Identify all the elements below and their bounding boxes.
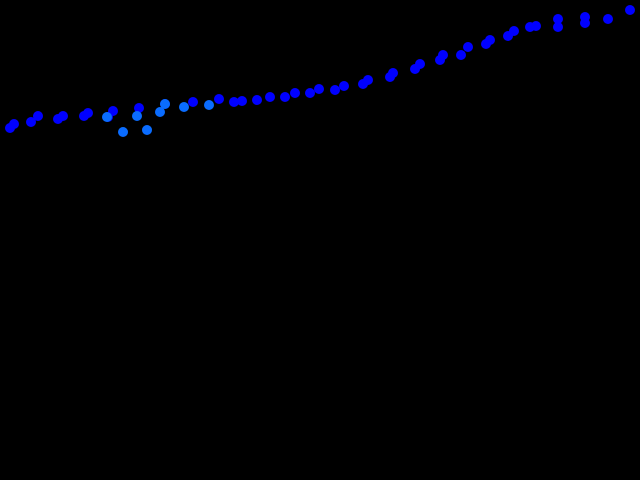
main-trail-dot — [388, 68, 398, 78]
main-trail-dot — [456, 50, 466, 60]
main-trail-dot — [330, 85, 340, 95]
main-trail-dot — [625, 5, 635, 15]
main-trail-dot — [463, 42, 473, 52]
main-trail-dot — [290, 88, 300, 98]
main-trail-dot — [509, 26, 519, 36]
main-trail-dot — [252, 95, 262, 105]
main-trail-dot — [33, 111, 43, 121]
main-trail-dot — [438, 50, 448, 60]
main-trail-dot — [26, 117, 36, 127]
main-trail-dot — [9, 119, 19, 129]
accent-cluster-dot — [179, 102, 189, 112]
main-trail-dot — [237, 96, 247, 106]
accent-cluster-dot — [204, 100, 214, 110]
main-trail-dot — [531, 21, 541, 31]
accent-cluster-dot — [160, 99, 170, 109]
main-trail-dot — [188, 97, 198, 107]
main-trail-dot — [83, 108, 93, 118]
main-trail-dot — [553, 22, 563, 32]
main-trail-dot — [314, 84, 324, 94]
accent-cluster-dot — [132, 111, 142, 121]
main-trail-dot — [229, 97, 239, 107]
main-trail-dot — [265, 92, 275, 102]
main-trail-dot — [580, 12, 590, 22]
main-trail-dot — [305, 88, 315, 98]
main-trail-dot — [603, 14, 613, 24]
main-trail-dot — [363, 75, 373, 85]
main-trail-dot — [415, 59, 425, 69]
accent-cluster-dot — [155, 107, 165, 117]
accent-cluster-dot — [102, 112, 112, 122]
main-trail-dot — [58, 111, 68, 121]
accent-cluster-dot — [142, 125, 152, 135]
main-trail-dot — [280, 92, 290, 102]
accent-cluster-dot — [118, 127, 128, 137]
main-trail-dot — [339, 81, 349, 91]
main-trail-dot — [214, 94, 224, 104]
main-trail-dot — [134, 103, 144, 113]
main-trail-dot — [485, 35, 495, 45]
main-trail-dot — [553, 14, 563, 24]
